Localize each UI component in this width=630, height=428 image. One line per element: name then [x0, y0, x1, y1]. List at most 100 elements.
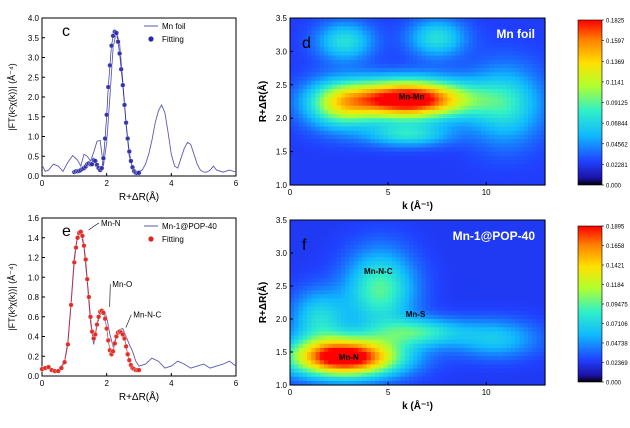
heatmap-cell: [307, 176, 312, 182]
heatmap-cell: [502, 126, 508, 132]
heatmap-cell: [379, 302, 385, 308]
heatmap-cell: [404, 122, 410, 128]
heatmap-cell: [328, 30, 334, 36]
heatmap-cell: [332, 164, 338, 169]
heatmap-cell: [536, 343, 542, 349]
heatmap-cell: [536, 331, 542, 337]
heatmap-cell: [460, 63, 465, 69]
heatmap-cell: [447, 232, 453, 238]
heatmap-cell: [366, 84, 372, 90]
heatmap-cell: [315, 236, 321, 242]
heatmap-cell: [477, 51, 482, 57]
heatmap-cell: [341, 261, 346, 266]
heatmap-cell: [379, 298, 385, 304]
heatmap-cell: [387, 232, 393, 238]
heatmap-cell: [392, 244, 397, 250]
heatmap-cell: [375, 327, 380, 332]
heatmap-cell: [341, 126, 346, 132]
heatmap-cell: [502, 294, 508, 299]
heatmap-cell: [451, 352, 457, 357]
heatmap-cell: [477, 159, 482, 165]
heatmap-cell: [438, 290, 444, 295]
heatmap-cell: [438, 360, 444, 365]
heatmap-cell: [328, 51, 334, 57]
heatmap-cell: [294, 143, 300, 149]
heatmap-cell: [370, 298, 376, 304]
heatmap-cell: [409, 331, 414, 337]
heatmap-cell: [336, 105, 342, 111]
heatmap-cell: [298, 364, 304, 370]
heatmap-cell: [328, 172, 334, 178]
heatmap-cell: [298, 164, 304, 169]
heatmap-cell: [319, 151, 325, 157]
heatmap-cell: [523, 172, 529, 178]
heatmap-cell: [434, 257, 440, 262]
heatmap-cell: [477, 224, 482, 229]
heatmap-cell: [519, 164, 525, 169]
heatmap-cell: [362, 51, 368, 57]
heatmap-cell: [438, 109, 444, 115]
heatmap-cell: [375, 306, 380, 312]
heatmap-cell: [409, 55, 414, 61]
heatmap-cell: [294, 172, 300, 178]
heatmap-cell: [421, 76, 427, 82]
heatmap-cell: [409, 220, 414, 225]
heatmap-cell: [294, 319, 300, 324]
heatmap-cell: [536, 368, 542, 374]
heatmap-cell: [413, 72, 419, 78]
heatmap-cell: [532, 176, 538, 182]
heatmap-cell: [464, 88, 470, 94]
heatmap-cell: [404, 176, 410, 182]
heatmap-cell: [438, 80, 444, 86]
heatmap-cell: [421, 269, 427, 275]
heatmap-cell: [523, 168, 529, 174]
heatmap-cell: [421, 323, 427, 328]
heatmap-cell: [434, 88, 440, 94]
heatmap-cell: [434, 105, 440, 111]
heatmap-cell: [460, 114, 465, 119]
heatmap-cell: [379, 331, 385, 337]
heatmap-cell: [315, 143, 321, 149]
heatmap-cell: [519, 38, 525, 44]
heatmap-cell: [362, 310, 368, 316]
heatmap-cell: [315, 43, 321, 48]
heatmap-cell: [438, 114, 444, 119]
heatmap-cell: [358, 294, 363, 299]
heatmap-cell: [294, 327, 300, 332]
heatmap-cell: [409, 176, 414, 182]
heatmap-cell: [430, 97, 436, 103]
heatmap-cell: [506, 55, 512, 61]
heatmap-cell: [498, 352, 504, 357]
heatmap-cell: [290, 277, 295, 283]
heatmap-cell: [324, 76, 329, 82]
heatmap-cell: [519, 261, 525, 266]
heatmap-cell: [358, 101, 363, 107]
heatmap-cell: [404, 339, 410, 345]
heatmap-cell: [409, 261, 414, 266]
heatmap-cell: [370, 80, 376, 86]
heatmap-cell: [464, 253, 470, 258]
heatmap-cell: [345, 84, 351, 90]
heatmap-cell: [434, 176, 440, 182]
heatmap-cell: [383, 269, 389, 275]
heatmap-cell: [519, 168, 525, 174]
heatmap-cell: [438, 364, 444, 370]
heatmap-cell: [362, 176, 368, 182]
heatmap-cell: [426, 105, 431, 111]
heatmap-cell: [400, 168, 406, 174]
heatmap-cell: [366, 310, 372, 316]
heatmap-cell: [307, 51, 312, 57]
heatmap-cell: [447, 109, 453, 115]
heatmap-cell: [379, 26, 385, 32]
heatmap-cell: [489, 343, 495, 349]
heatmap-cell: [332, 38, 338, 44]
colorbar-tick-label: 0.1597: [606, 39, 625, 45]
heatmap-cell: [468, 306, 474, 312]
heatmap-cell: [489, 220, 495, 225]
heatmap-cell: [336, 356, 342, 361]
heatmap-cell: [358, 155, 363, 161]
heatmap-cell: [328, 298, 334, 304]
panel-d-frame: [289, 17, 546, 186]
heatmap-cell: [328, 93, 334, 98]
heatmap-cell: [523, 72, 529, 78]
